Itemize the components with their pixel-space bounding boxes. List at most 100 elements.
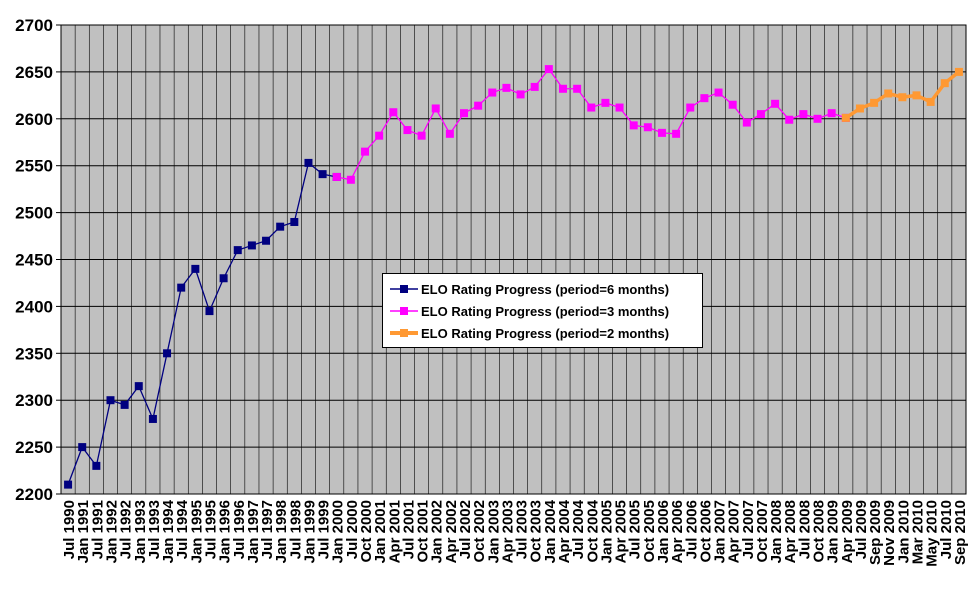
x-tick-label: Apr 2004	[556, 499, 573, 563]
x-tick-label: Jul 2008	[796, 500, 813, 559]
data-point	[813, 114, 822, 123]
data-point	[629, 121, 638, 130]
data-point	[672, 129, 681, 138]
data-point	[304, 158, 313, 167]
y-tick-label: 2300	[15, 391, 53, 410]
data-point	[445, 129, 454, 138]
y-tick-label: 2700	[15, 16, 53, 35]
data-point	[191, 264, 200, 273]
data-point	[361, 147, 370, 156]
data-point	[233, 246, 242, 255]
y-tick-label: 2350	[15, 344, 53, 363]
data-point	[855, 104, 864, 113]
x-tick-label: Jan 2003	[485, 500, 502, 563]
x-tick-label: Jan 2009	[825, 500, 842, 563]
legend-label-3-months: ELO Rating Progress (period=3 months)	[421, 304, 670, 319]
data-point	[163, 349, 172, 358]
plot-border	[60, 24, 967, 495]
data-point	[954, 67, 963, 76]
data-point	[247, 241, 256, 250]
x-tick-label: Jul 1993	[146, 500, 163, 559]
legend-swatch-navy	[390, 285, 418, 293]
data-point	[799, 110, 808, 119]
data-point	[148, 414, 157, 423]
y-axis-tick-labels: 2200 2250 2300 2350 2400 2450 2500 2550 2600 2650…	[15, 16, 53, 504]
data-point	[276, 222, 285, 231]
x-tick-label: Jan 1999	[301, 500, 318, 563]
x-tick-label: Jul 1994	[174, 499, 191, 559]
data-point	[332, 172, 341, 181]
data-point	[219, 274, 228, 283]
x-tick-label: Jan 1997	[245, 500, 262, 563]
data-point	[460, 109, 469, 118]
x-tick-label: Oct 2003	[528, 500, 545, 563]
legend-swatch-orange	[390, 329, 418, 337]
x-tick-label: Oct 2001	[415, 500, 432, 563]
x-tick-label: Apr 2001	[386, 500, 403, 563]
x-tick-label: Oct 2007	[754, 500, 771, 563]
x-tick-label: Oct 2008	[811, 500, 828, 563]
x-tick-label: Jan 2004	[542, 499, 559, 563]
data-point	[827, 109, 836, 118]
data-point	[134, 382, 143, 391]
series-2	[841, 67, 963, 122]
y-tick-label: 2450	[15, 251, 53, 270]
x-tick-label: May 2010	[924, 500, 941, 567]
x-tick-label: Jul 2009	[853, 500, 870, 559]
data-point	[884, 89, 893, 98]
data-point	[120, 400, 129, 409]
x-tick-label: Jan 2007	[712, 500, 729, 563]
x-tick-label: Jan 1991	[75, 500, 92, 563]
x-tick-label: Oct 2005	[641, 500, 658, 563]
x-tick-label: Jan 2010	[895, 500, 912, 563]
x-tick-label: Jan 1994	[160, 499, 177, 563]
data-point	[898, 93, 907, 102]
y-tick-label: 2600	[15, 110, 53, 129]
x-tick-label: Jul 1998	[287, 500, 304, 559]
y-tick-label: 2250	[15, 438, 53, 457]
data-point	[728, 100, 737, 109]
data-point	[375, 131, 384, 140]
x-tick-label: Nov 2009	[881, 500, 898, 566]
data-point	[657, 128, 666, 137]
data-point	[106, 396, 115, 405]
legend-item-6-months: ELO Rating Progress (period=6 months)	[383, 280, 702, 298]
x-tick-label: Jul 1996	[231, 500, 248, 559]
x-tick-label: Sep 2010	[952, 500, 969, 565]
data-point	[771, 99, 780, 108]
x-tick-label: Jul 2010	[938, 500, 955, 559]
y-tick-label: 2550	[15, 157, 53, 176]
data-point	[417, 131, 426, 140]
data-point	[912, 91, 921, 100]
data-point	[290, 217, 299, 226]
data-point	[940, 79, 949, 88]
x-tick-label: Jul 2007	[740, 500, 757, 559]
x-tick-label: Jul 2005	[627, 500, 644, 559]
x-tick-label: Apr 2008	[782, 500, 799, 563]
x-tick-label: Jan 2002	[429, 500, 446, 563]
x-tick-label: Apr 2009	[839, 500, 856, 563]
data-point	[686, 103, 695, 112]
x-tick-label: Jan 1996	[217, 500, 234, 563]
x-tick-label: Jan 2008	[768, 500, 785, 563]
data-point	[474, 101, 483, 110]
x-tick-label: Jan 1992	[103, 500, 120, 563]
data-point	[403, 126, 412, 135]
data-point	[573, 84, 582, 93]
x-tick-label: Apr 2002	[443, 500, 460, 563]
legend: ELO Rating Progress (period=6 months) EL…	[382, 273, 703, 348]
data-point	[870, 98, 879, 107]
x-tick-label: Apr 2005	[613, 500, 630, 563]
x-tick-label: Oct 2004	[584, 499, 601, 562]
y-tick-label: 2400	[15, 297, 53, 316]
x-tick-label: Jul 2000	[344, 500, 361, 559]
x-tick-label: Jan 2000	[330, 500, 347, 563]
y-tick-label: 2200	[15, 485, 53, 504]
x-tick-label: Jul 2004	[570, 499, 587, 559]
x-tick-label: Jan 1993	[132, 500, 149, 563]
data-point	[516, 90, 525, 99]
x-tick-label: Jul 1997	[259, 500, 276, 559]
y-tick-label: 2650	[15, 63, 53, 82]
data-point	[926, 97, 935, 106]
x-tick-label: Jul 2003	[514, 500, 531, 559]
